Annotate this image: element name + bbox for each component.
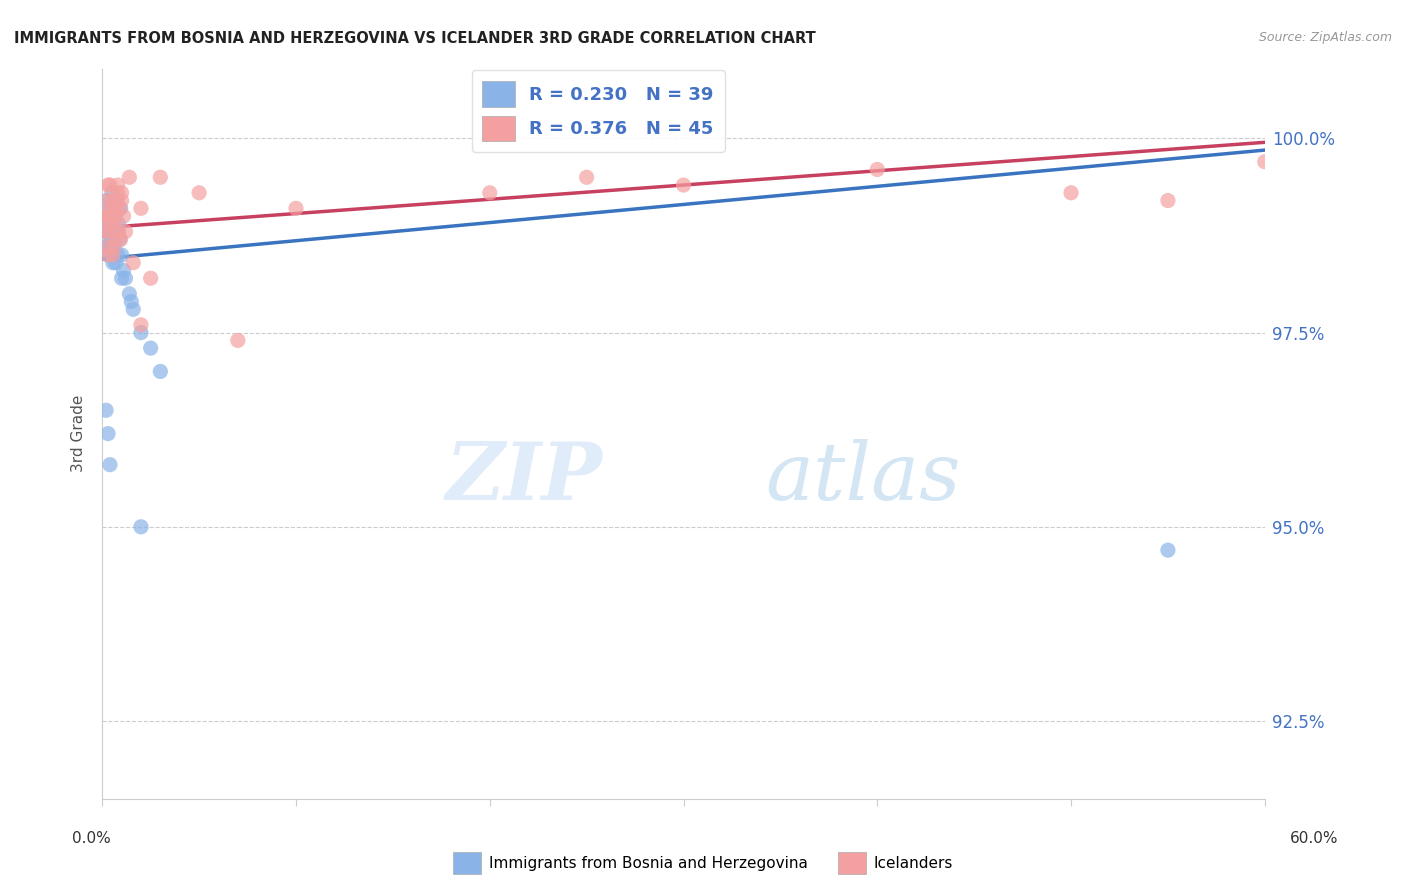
Point (107, 248, 129, 262)
Text: Source: ZipAtlas.com: Source: ZipAtlas.com (1258, 31, 1392, 45)
Point (110, 186, 132, 200)
Point (94, 209, 117, 223)
Point (100, 217, 122, 231)
Point (478, 186, 501, 200)
Point (226, 334, 249, 348)
Point (96, 240, 118, 254)
Point (110, 202, 132, 216)
Point (866, 162, 889, 177)
Point (1157, 194, 1180, 208)
Point (101, 186, 124, 200)
Point (112, 263, 135, 277)
Point (114, 271, 136, 285)
Point (101, 256, 124, 270)
Point (139, 271, 162, 285)
Text: atlas: atlas (765, 439, 960, 516)
Point (94, 225, 117, 239)
Point (97, 248, 120, 262)
Point (129, 318, 152, 332)
Point (97, 248, 120, 262)
Point (149, 170, 172, 185)
Point (100, 232, 122, 246)
Text: ZIP: ZIP (446, 439, 602, 516)
Legend: Immigrants from Bosnia and Herzegovina, Icelanders: Immigrants from Bosnia and Herzegovina, … (447, 846, 959, 880)
Point (129, 202, 152, 216)
Legend: R = 0.230   N = 39, R = 0.376   N = 45: R = 0.230 N = 39, R = 0.376 N = 45 (471, 70, 724, 152)
Point (107, 217, 129, 231)
Text: 0.0%: 0.0% (72, 831, 111, 846)
Point (98, 209, 121, 223)
Point (1060, 186, 1083, 200)
Point (188, 186, 211, 200)
Point (129, 326, 152, 340)
Point (110, 248, 132, 262)
Point (98, 178, 121, 192)
Point (98, 202, 121, 216)
Point (101, 248, 124, 262)
Point (114, 225, 136, 239)
Point (139, 341, 162, 355)
Point (107, 178, 129, 192)
Point (672, 178, 695, 192)
Point (103, 232, 125, 246)
Point (112, 209, 135, 223)
Point (120, 294, 142, 309)
Point (101, 194, 124, 208)
Point (108, 202, 131, 216)
Point (104, 232, 127, 246)
Point (103, 240, 125, 254)
Point (97, 426, 120, 441)
Point (107, 225, 129, 239)
Text: IMMIGRANTS FROM BOSNIA AND HERZEGOVINA VS ICELANDER 3RD GRADE CORRELATION CHART: IMMIGRANTS FROM BOSNIA AND HERZEGOVINA V… (14, 31, 815, 46)
Point (118, 170, 141, 185)
Point (107, 186, 129, 200)
Point (97, 178, 120, 192)
Point (129, 520, 152, 534)
Point (122, 302, 145, 317)
Point (575, 170, 598, 185)
Point (93, 225, 115, 239)
Point (110, 271, 132, 285)
Point (94, 194, 117, 208)
Point (94, 209, 117, 223)
Point (285, 202, 308, 216)
Point (94, 209, 117, 223)
Point (107, 225, 129, 239)
Point (98, 240, 121, 254)
Point (149, 364, 172, 378)
Point (98, 217, 121, 231)
Point (105, 194, 128, 208)
Point (98, 458, 121, 472)
Point (101, 209, 124, 223)
Point (1157, 543, 1180, 558)
Point (101, 202, 124, 216)
Point (110, 194, 132, 208)
Text: 60.0%: 60.0% (1291, 831, 1339, 846)
Point (103, 202, 125, 216)
Point (122, 256, 145, 270)
Point (110, 232, 132, 246)
Point (96, 194, 118, 208)
Point (104, 209, 127, 223)
Point (98, 225, 121, 239)
Point (118, 286, 141, 301)
Point (105, 194, 128, 208)
Point (104, 209, 127, 223)
Point (1254, 154, 1277, 169)
Point (97, 225, 120, 239)
Point (104, 256, 127, 270)
Point (108, 232, 131, 246)
Point (94, 403, 117, 417)
Point (93, 240, 115, 254)
Y-axis label: 3rd Grade: 3rd Grade (72, 395, 86, 472)
Point (104, 225, 127, 239)
Point (103, 240, 125, 254)
Point (104, 217, 127, 231)
